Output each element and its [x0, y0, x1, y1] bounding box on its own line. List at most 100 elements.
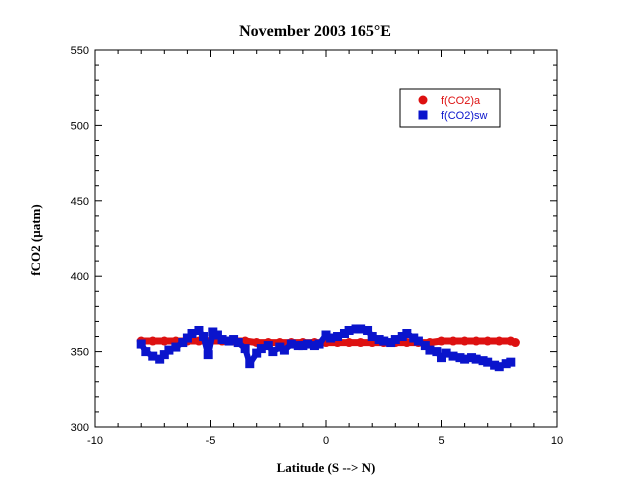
- data-point: [467, 353, 477, 363]
- data-point: [187, 329, 197, 339]
- data-point: [374, 335, 384, 345]
- data-point: [279, 345, 289, 355]
- y-tick-label: 400: [71, 271, 89, 283]
- legend-marker-fco2sw: [418, 110, 428, 120]
- data-point: [136, 339, 146, 349]
- legend-label-fco2a: f(CO2)a: [441, 95, 481, 107]
- legend-marker-fco2a: [418, 95, 428, 105]
- series-layer: [136, 324, 520, 372]
- data-point: [224, 336, 234, 346]
- x-tick-label: 5: [438, 435, 444, 447]
- data-point: [321, 330, 331, 340]
- data-point: [314, 339, 324, 349]
- data-point: [455, 353, 465, 363]
- data-point: [309, 341, 319, 351]
- data-point: [344, 338, 354, 348]
- data-point: [356, 338, 366, 348]
- axis-ticks: [94, 49, 558, 428]
- x-axis-label: Latitude (S --> N): [277, 460, 376, 475]
- y-tick-label: 550: [71, 45, 89, 57]
- chart-title: November 2003 165°E: [239, 23, 391, 40]
- data-point: [494, 362, 504, 372]
- data-point: [413, 336, 423, 346]
- data-point: [148, 336, 158, 346]
- y-tick-label: 500: [71, 120, 89, 132]
- data-point: [483, 357, 493, 367]
- data-point: [148, 351, 158, 361]
- data-point: [256, 344, 266, 354]
- data-point: [263, 341, 273, 351]
- data-point: [182, 333, 192, 343]
- data-point: [268, 347, 278, 357]
- data-point: [303, 339, 313, 349]
- data-point: [441, 348, 451, 358]
- legend: f(CO2)a f(CO2)sw: [399, 88, 501, 128]
- data-point: [367, 332, 377, 342]
- data-point: [208, 327, 218, 337]
- data-point: [494, 336, 504, 346]
- data-point: [194, 325, 204, 335]
- data-point: [390, 335, 400, 345]
- data-point: [233, 338, 243, 348]
- data-point: [490, 360, 500, 370]
- data-point: [432, 347, 442, 357]
- data-point: [356, 324, 366, 334]
- x-tick-label: 0: [323, 435, 329, 447]
- y-tick-label: 300: [71, 422, 89, 434]
- y-axis-label: fCO2 (µatm): [28, 204, 43, 275]
- data-point: [471, 336, 481, 346]
- data-point: [420, 341, 430, 351]
- y-tick-label: 350: [71, 347, 89, 359]
- data-point: [351, 324, 361, 334]
- data-point: [344, 325, 354, 335]
- data-point: [155, 354, 165, 364]
- data-point: [286, 339, 296, 349]
- data-point: [460, 354, 470, 364]
- data-point: [212, 330, 222, 340]
- data-point: [437, 353, 446, 363]
- y-tick-labels: 300 350 400 450 500 550: [71, 45, 89, 434]
- legend-box: [399, 88, 501, 128]
- data-point: [506, 357, 516, 367]
- data-point: [293, 341, 303, 351]
- x-tick-label: -5: [206, 435, 216, 447]
- data-point: [217, 335, 227, 345]
- data-point: [339, 329, 349, 339]
- data-point: [275, 342, 285, 352]
- legend-label-fco2sw: f(CO2)sw: [441, 110, 488, 122]
- data-point: [471, 354, 481, 364]
- data-point: [229, 335, 239, 345]
- data-point: [409, 333, 419, 343]
- data-point: [460, 336, 470, 346]
- x-tick-label: -10: [87, 435, 103, 447]
- data-point: [199, 332, 209, 342]
- data-point: [448, 336, 458, 346]
- data-point: [483, 336, 493, 346]
- data-point: [425, 345, 435, 355]
- data-point: [478, 356, 488, 366]
- data-point: [171, 342, 181, 352]
- data-point: [379, 336, 389, 346]
- data-point: [437, 336, 446, 346]
- data-point: [252, 348, 262, 358]
- data-point: [159, 336, 169, 346]
- series-fco2sw: [136, 324, 516, 372]
- data-point: [363, 325, 373, 335]
- data-point: [298, 341, 308, 351]
- data-point: [501, 359, 511, 369]
- data-point: [178, 338, 188, 348]
- x-tick-labels: -10 -5 0 5 10: [87, 435, 563, 447]
- data-point: [164, 345, 174, 355]
- data-point: [448, 351, 458, 361]
- data-point: [402, 329, 412, 339]
- data-point: [510, 338, 520, 348]
- data-point: [141, 347, 151, 357]
- y-tick-label: 450: [71, 196, 89, 208]
- data-point: [326, 333, 336, 343]
- data-point: [240, 344, 250, 354]
- data-point: [159, 350, 169, 360]
- data-point: [203, 350, 213, 360]
- x-tick-label: 10: [551, 435, 563, 447]
- data-point: [245, 359, 255, 369]
